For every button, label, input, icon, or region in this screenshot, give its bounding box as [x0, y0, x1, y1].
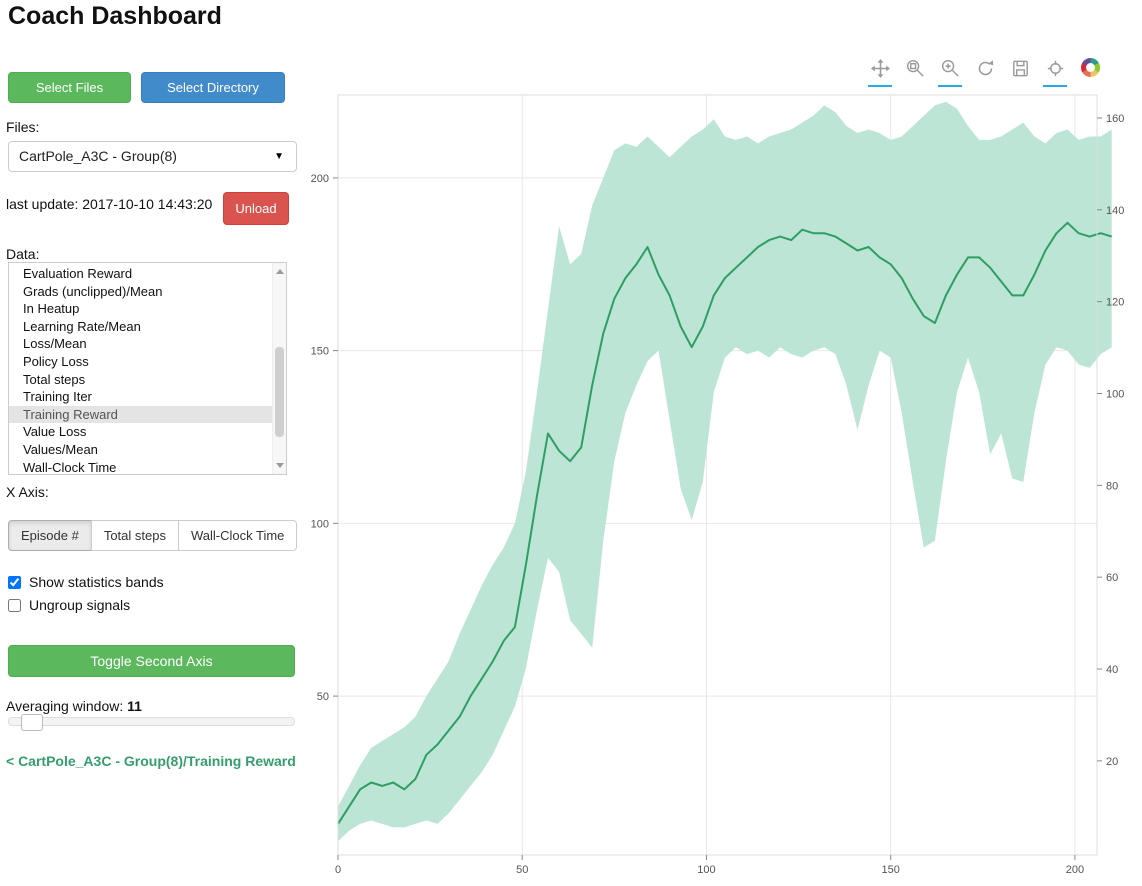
select-directory-button[interactable]: Select Directory — [141, 72, 285, 103]
last-update-text: last update: 2017-10-10 14:43:20 — [6, 196, 213, 212]
x-axis-label: X Axis: — [6, 484, 49, 500]
ungroup-signals-checkbox[interactable] — [8, 598, 21, 612]
x-axis-option-wall-clock-time[interactable]: Wall-Clock Time — [177, 520, 298, 551]
averaging-window-slider[interactable] — [8, 714, 295, 731]
data-signal-list: Evaluation Reward Grads (unclipped)/Mean I… — [8, 262, 287, 475]
reset-icon[interactable] — [973, 58, 997, 87]
list-item[interactable]: Total steps — [23, 371, 86, 387]
svg-text:40: 40 — [1106, 664, 1118, 676]
ungroup-signals-label: Ungroup signals — [29, 597, 131, 613]
averaging-window-value: 11 — [127, 698, 142, 714]
svg-text:140: 140 — [1106, 205, 1124, 217]
svg-text:0: 0 — [335, 864, 341, 876]
pan-icon[interactable] — [868, 58, 892, 87]
page-title: Coach Dashboard — [8, 2, 222, 30]
select-files-button[interactable]: Select Files — [8, 72, 131, 103]
svg-text:100: 100 — [697, 864, 715, 876]
scrollbar[interactable] — [272, 263, 286, 474]
svg-text:200: 200 — [1066, 864, 1084, 876]
list-item[interactable]: In Heatup — [23, 301, 80, 317]
show-bands-row: Show statistics bands — [8, 574, 164, 590]
list-item[interactable]: Learning Rate/Mean — [23, 318, 141, 334]
list-item[interactable]: Training Iter — [23, 389, 92, 405]
svg-text:50: 50 — [317, 691, 329, 703]
scrollbar-thumb[interactable] — [275, 347, 284, 437]
list-item[interactable]: Value Loss — [23, 424, 87, 440]
box-zoom-icon[interactable] — [903, 58, 927, 87]
wheel-zoom-icon[interactable] — [938, 58, 962, 87]
plot-toolbar — [868, 58, 1102, 87]
svg-text:100: 100 — [1106, 388, 1124, 400]
toggle-second-axis-button[interactable]: Toggle Second Axis — [8, 645, 295, 677]
svg-text:150: 150 — [311, 346, 329, 358]
data-label: Data: — [6, 246, 40, 262]
chevron-down-icon: ▼ — [274, 151, 284, 162]
bokeh-logo[interactable] — [1078, 58, 1102, 87]
scroll-up-icon[interactable] — [276, 269, 284, 274]
svg-text:50: 50 — [516, 864, 528, 876]
files-select-value: CartPole_A3C - Group(8) — [19, 148, 177, 164]
list-item[interactable]: Values/Mean — [23, 441, 98, 457]
files-label: Files: — [6, 119, 40, 135]
list-item[interactable]: Evaluation Reward — [23, 266, 133, 281]
svg-text:160: 160 — [1106, 113, 1124, 125]
svg-text:60: 60 — [1106, 572, 1118, 584]
svg-text:80: 80 — [1106, 480, 1118, 492]
svg-text:120: 120 — [1106, 297, 1124, 309]
svg-text:20: 20 — [1106, 756, 1118, 768]
chart-panel: 0 50 100 150 200 50 100 150 200 20 40 60 80 100 120 140… — [296, 55, 1142, 881]
list-item[interactable]: Grads (unclipped)/Mean — [23, 283, 163, 299]
list-item[interactable]: Training Reward — [9, 405, 273, 424]
x-axis-button-group: Episode # Total steps Wall-Clock Time — [8, 520, 298, 551]
list-item[interactable]: Wall-Clock Time — [23, 459, 117, 475]
save-icon[interactable] — [1008, 58, 1032, 87]
bokeh-logo[interactable] — [1080, 58, 1100, 77]
show-bands-label: Show statistics bands — [29, 574, 164, 590]
breadcrumb[interactable]: < CartPole_A3C - Group(8)/Training Rewar… — [6, 753, 296, 769]
list-item[interactable]: Loss/Mean — [23, 336, 87, 352]
x-axis-option-total-steps[interactable]: Total steps — [90, 520, 179, 551]
ungroup-signals-row: Ungroup signals — [8, 597, 130, 613]
plot-canvas[interactable]: 0 50 100 150 200 50 100 150 200 20 40 60 80 100 120 140… — [296, 55, 1142, 881]
list-item[interactable]: Policy Loss — [23, 353, 89, 369]
svg-text:200: 200 — [311, 173, 329, 185]
averaging-window-label: Averaging window: 11 — [6, 698, 142, 714]
hover-icon[interactable] — [1043, 58, 1067, 87]
svg-text:150: 150 — [881, 864, 899, 876]
x-axis-option-episode-[interactable]: Episode # — [8, 520, 92, 551]
svg-text:100: 100 — [311, 518, 329, 530]
slider-thumb[interactable] — [21, 714, 43, 731]
unload-button[interactable]: Unload — [223, 192, 289, 225]
scroll-down-icon[interactable] — [276, 463, 284, 468]
show-bands-checkbox[interactable] — [8, 575, 21, 589]
files-select[interactable]: CartPole_A3C - Group(8) ▼ — [8, 141, 297, 172]
